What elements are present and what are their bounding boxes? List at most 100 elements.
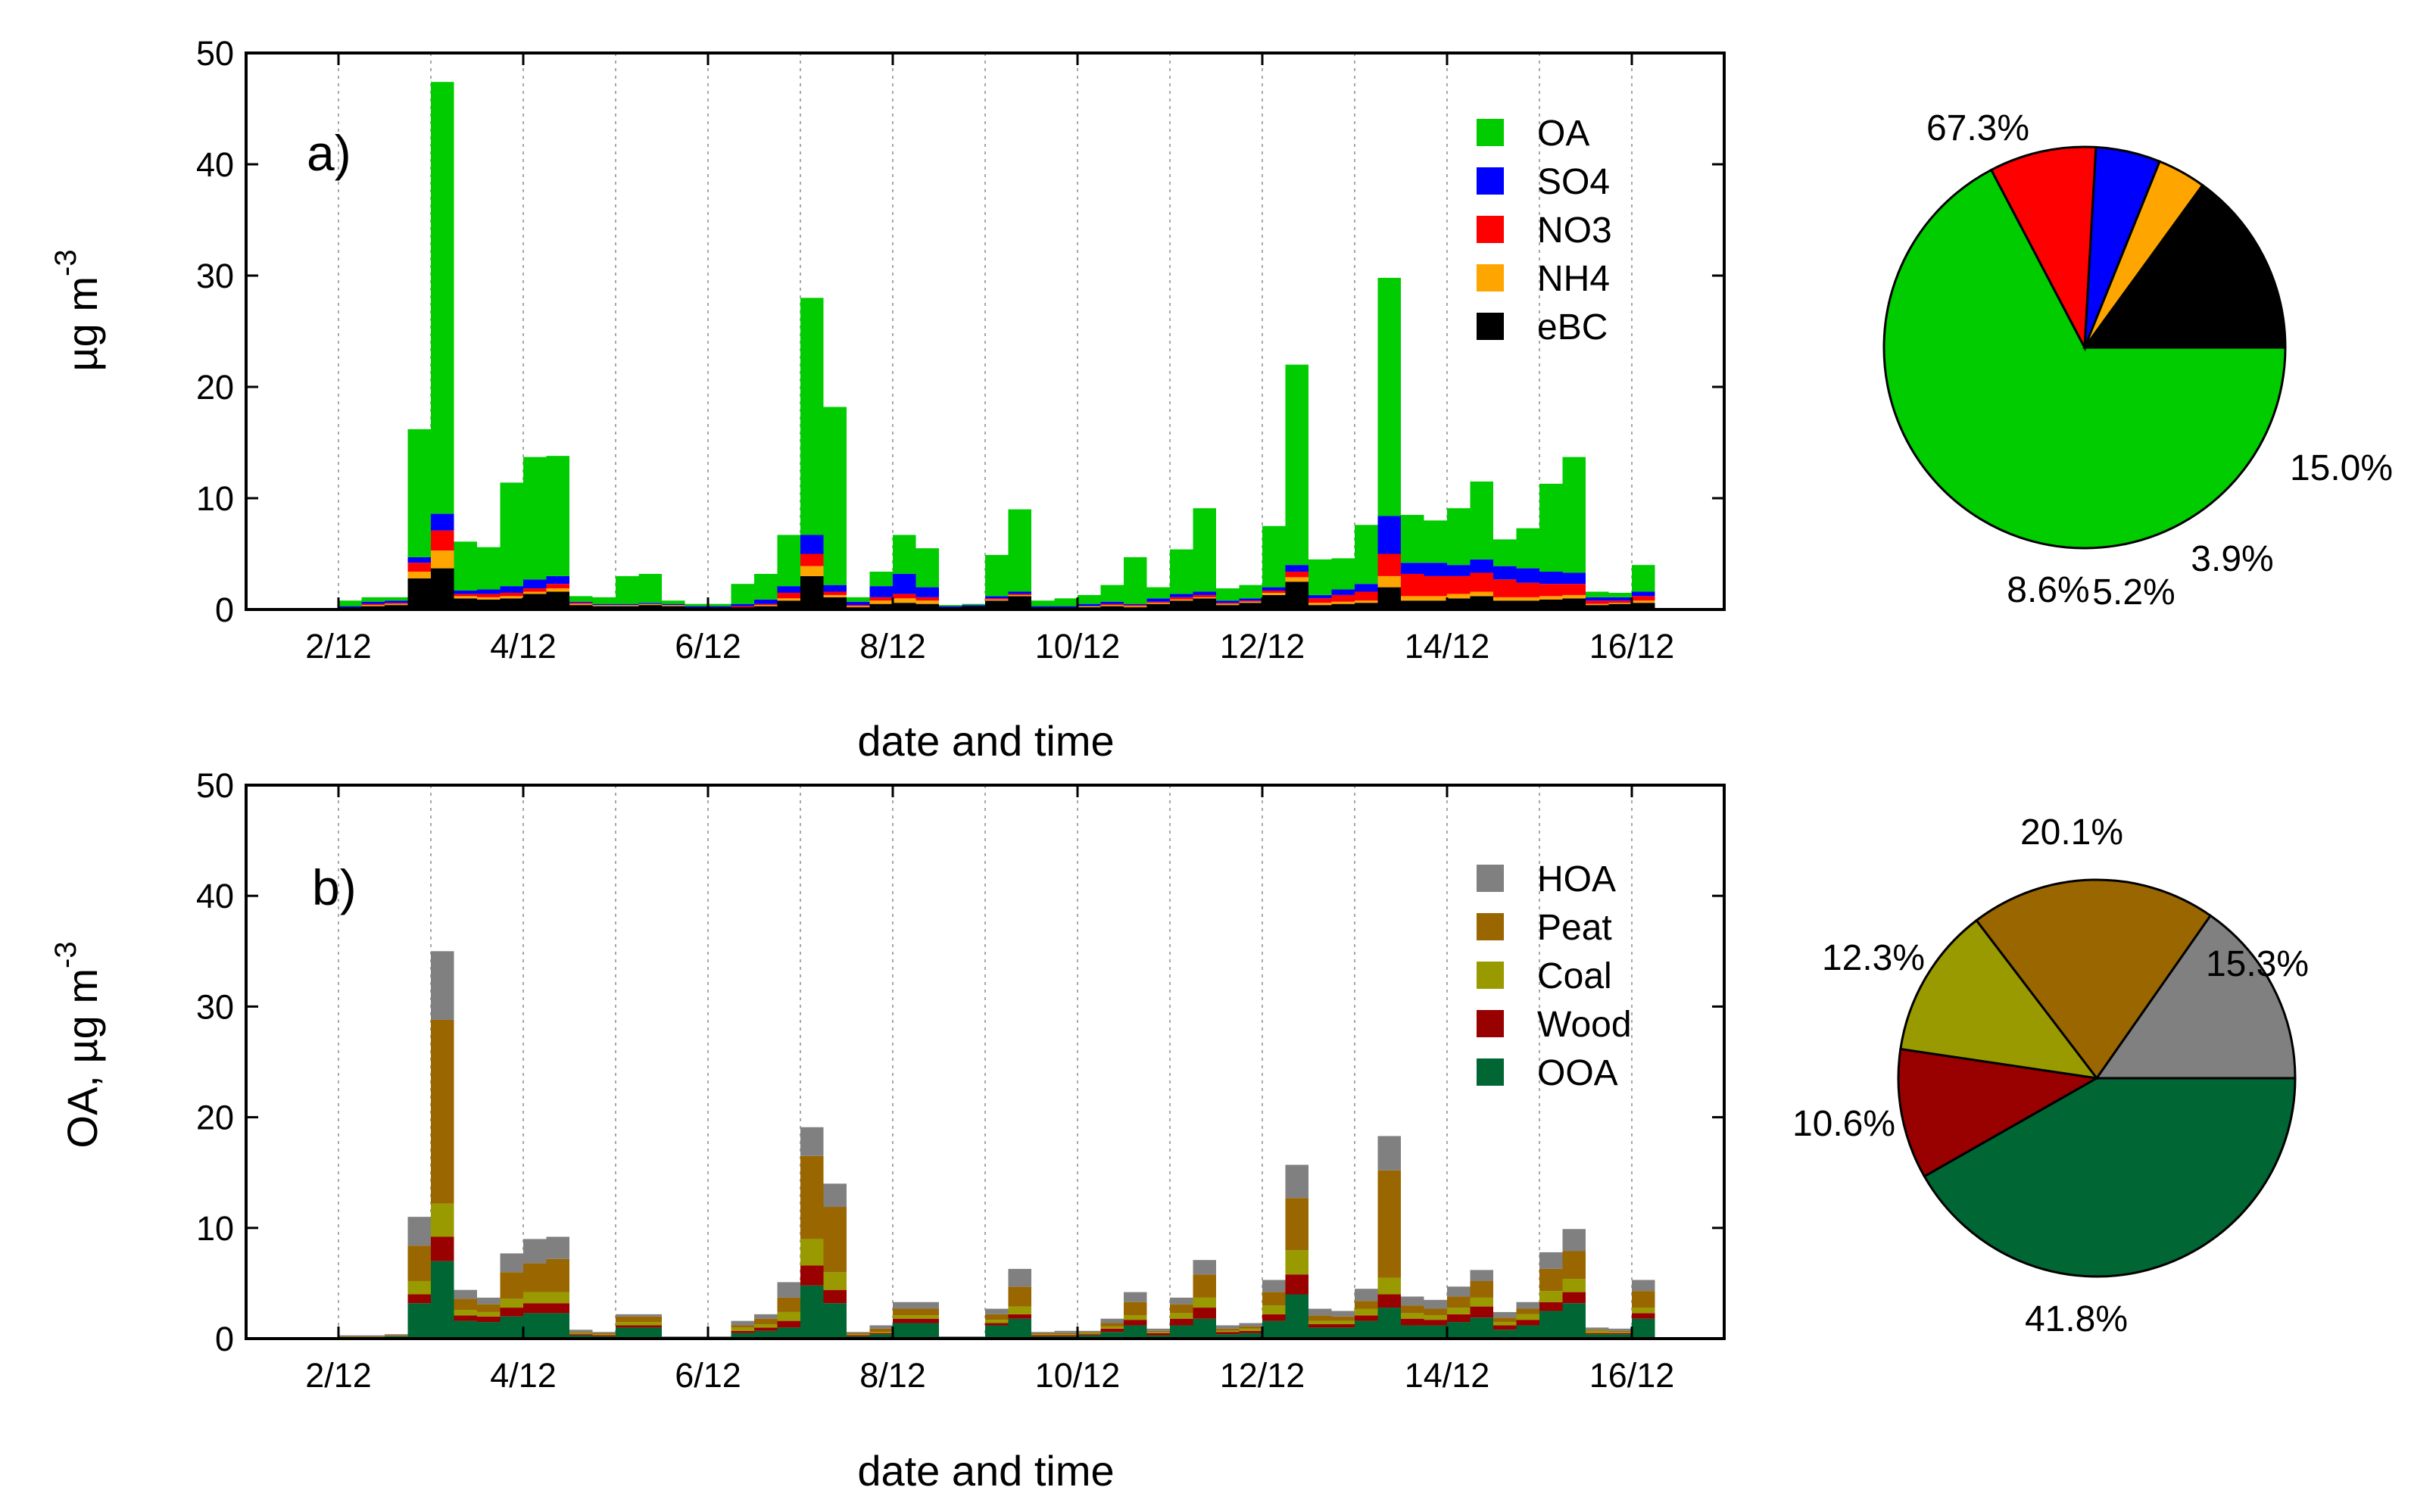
bar-oa: [569, 596, 593, 602]
bar-oa: [731, 584, 754, 604]
bar-coal: [407, 1280, 431, 1295]
bar-peat: [616, 1316, 639, 1323]
legend-label-oa: OA: [1537, 114, 1589, 154]
bar-ebc: [385, 605, 408, 609]
bar-oa: [1586, 591, 1609, 597]
bar-ooa: [777, 1327, 800, 1339]
bar-ooa: [1239, 1333, 1262, 1339]
bar-peat: [1447, 1296, 1471, 1308]
pie-slice-wood: [1897, 1047, 2101, 1178]
legend-label-ebc: eBC: [1537, 307, 1608, 348]
bar-oa: [1193, 508, 1216, 592]
legend-label-hoa: HOA: [1537, 859, 1616, 899]
bar-peat: [754, 1318, 778, 1324]
bar-coal: [1516, 1314, 1539, 1320]
bar-nh4: [638, 603, 662, 606]
bar-so4: [1008, 591, 1031, 594]
bar-wood: [1239, 1330, 1262, 1333]
pie-chart-a: 67.3% 8.6% 5.2% 3.9% 15.0%: [1882, 108, 2393, 613]
bar-wood: [569, 1334, 593, 1336]
bar-oa: [1377, 277, 1401, 516]
x-tick-label: 2/12: [305, 1356, 372, 1395]
bar-hoa: [1031, 1332, 1055, 1333]
y-axis-label-a-sup: -3: [49, 249, 83, 276]
bar-so4: [431, 513, 454, 531]
x-ticks-b: 2/12 4/12 6/12 8/12 10/12 12/12 14/12 16/12: [305, 785, 1674, 1395]
bar-hoa: [1586, 1327, 1609, 1330]
bar-oa: [915, 548, 939, 588]
x-tick-label: 16/12: [1589, 1356, 1675, 1395]
bar-peat: [800, 1155, 824, 1239]
bar-wood: [869, 1333, 893, 1335]
bar-oa: [1516, 528, 1539, 569]
legend-label-nh4: NH4: [1537, 259, 1610, 299]
y-axis-label-a-text: µg m: [58, 276, 106, 372]
bar-oa: [800, 298, 824, 535]
bar-oa: [638, 573, 662, 603]
bar-peat: [1470, 1280, 1493, 1298]
bar-oa: [385, 597, 408, 601]
bar-so4: [754, 599, 778, 604]
bar-ooa: [823, 1303, 847, 1339]
bar-ebc: [1193, 598, 1216, 609]
bar-oa: [1539, 483, 1563, 572]
bar-wood: [1608, 1333, 1632, 1335]
y-tick-label: 50: [196, 766, 234, 805]
bar-wood: [1331, 1323, 1355, 1328]
bar-coal: [985, 1320, 1009, 1323]
legend-label-no3: NO3: [1537, 210, 1612, 251]
bar-hoa: [1146, 1328, 1170, 1331]
legend-swatch-nh4: [1477, 264, 1504, 291]
bar-ebc: [1377, 587, 1401, 609]
y-tick-label: 10: [196, 479, 234, 518]
x-tick-label: 8/12: [859, 627, 926, 666]
bar-ebc: [1470, 596, 1493, 609]
bar-nh4: [361, 605, 385, 606]
bar-nh4: [1401, 596, 1424, 601]
bar-wood: [1262, 1314, 1286, 1321]
bar-nh4: [1331, 601, 1355, 604]
bar-ooa: [1424, 1325, 1447, 1339]
bar-oa: [592, 597, 616, 604]
bar-oa: [361, 597, 385, 602]
bar-wood: [731, 1330, 754, 1333]
bar-wood: [1377, 1294, 1401, 1308]
bar-no3: [454, 594, 477, 597]
bar-ooa: [1539, 1311, 1563, 1339]
bar-no3: [1608, 600, 1632, 603]
bar-no3: [1470, 572, 1493, 592]
bar-nh4: [454, 596, 477, 599]
bar-so4: [546, 575, 569, 585]
y-axis-label-b: OA, µg m-3: [49, 941, 106, 1148]
legend-swatch-ebc: [1477, 313, 1504, 340]
bar-nh4: [1262, 592, 1286, 595]
bar-nh4: [1308, 603, 1332, 606]
legend-a: OA SO4 NO3 NH4 eBC: [1477, 114, 1612, 348]
bar-ebc: [800, 575, 824, 609]
bar-oa: [1216, 588, 1240, 601]
bar-ebc: [638, 605, 662, 609]
bar-oa: [1031, 600, 1055, 606]
bar-peat: [893, 1308, 916, 1316]
y-tick-label: 0: [215, 591, 234, 629]
bar-ebc: [477, 599, 501, 609]
legend-swatch-ooa: [1477, 1058, 1504, 1086]
bar-so4: [1054, 606, 1078, 608]
bar-ooa: [1401, 1325, 1424, 1339]
bar-oa: [477, 547, 501, 590]
pie-label-no3: 8.6%: [2007, 570, 2089, 610]
bar-no3: [731, 606, 754, 608]
x-tick-label: 12/12: [1220, 627, 1305, 666]
bar-oa: [1146, 587, 1170, 599]
bar-hoa: [962, 1336, 985, 1338]
bar-ooa: [477, 1322, 501, 1339]
grid-b: [338, 785, 1633, 1339]
bar-hoa: [800, 1127, 824, 1156]
bar-coal: [454, 1309, 477, 1316]
bar-wood: [477, 1316, 501, 1323]
bar-ebc: [361, 606, 385, 609]
bar-ooa: [1078, 1335, 1101, 1339]
bar-peat: [1239, 1326, 1262, 1329]
bar-peat: [1170, 1304, 1193, 1314]
y-tick-label: 40: [196, 877, 234, 915]
